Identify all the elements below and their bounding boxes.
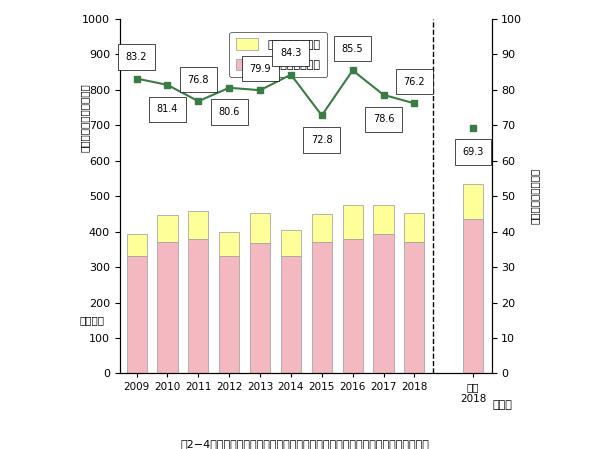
Bar: [281, 230, 301, 256]
Bar: [463, 184, 483, 219]
Text: 78.6: 78.6: [373, 114, 394, 124]
Text: 可処分所得と非消費支出: 可処分所得と非消費支出: [79, 83, 90, 152]
Bar: [188, 239, 208, 374]
Text: 81.4: 81.4: [157, 104, 178, 114]
Bar: [373, 234, 393, 374]
Text: 72.8: 72.8: [311, 135, 333, 145]
Y-axis label: 平均消費性向（％）: 平均消費性向（％）: [529, 168, 539, 224]
Text: 76.8: 76.8: [188, 75, 209, 84]
Legend: 非消費支出（円）, 可処分所得（円）: 非消費支出（円）, 可処分所得（円）: [230, 31, 327, 77]
Bar: [219, 256, 239, 374]
Text: 79.9: 79.9: [249, 64, 271, 74]
Text: （年）: （年）: [492, 400, 512, 410]
Bar: [188, 211, 208, 239]
Bar: [219, 232, 239, 256]
Bar: [250, 243, 270, 374]
Bar: [404, 242, 424, 374]
Bar: [281, 256, 301, 374]
Bar: [463, 219, 483, 374]
Text: 69.3: 69.3: [462, 147, 484, 157]
Bar: [127, 234, 147, 256]
Bar: [250, 213, 270, 243]
Bar: [312, 242, 332, 374]
Bar: [158, 215, 177, 242]
Bar: [343, 239, 363, 374]
Text: 80.6: 80.6: [219, 107, 240, 117]
Bar: [373, 205, 393, 234]
Bar: [343, 205, 363, 239]
Text: 76.2: 76.2: [404, 77, 425, 87]
Text: 噣2−4　可処分所得と平均消費性向の推移（二人以上の世帯のうち勤労者世帯）: 噣2−4 可処分所得と平均消費性向の推移（二人以上の世帯のうち勤労者世帯）: [180, 439, 429, 449]
Text: 85.5: 85.5: [342, 44, 364, 54]
Bar: [127, 256, 147, 374]
Text: 84.3: 84.3: [280, 48, 301, 58]
Text: 83.2: 83.2: [126, 52, 147, 62]
Bar: [312, 214, 332, 242]
Bar: [158, 242, 177, 374]
Bar: [404, 213, 424, 242]
Text: （千円）: （千円）: [79, 315, 104, 325]
